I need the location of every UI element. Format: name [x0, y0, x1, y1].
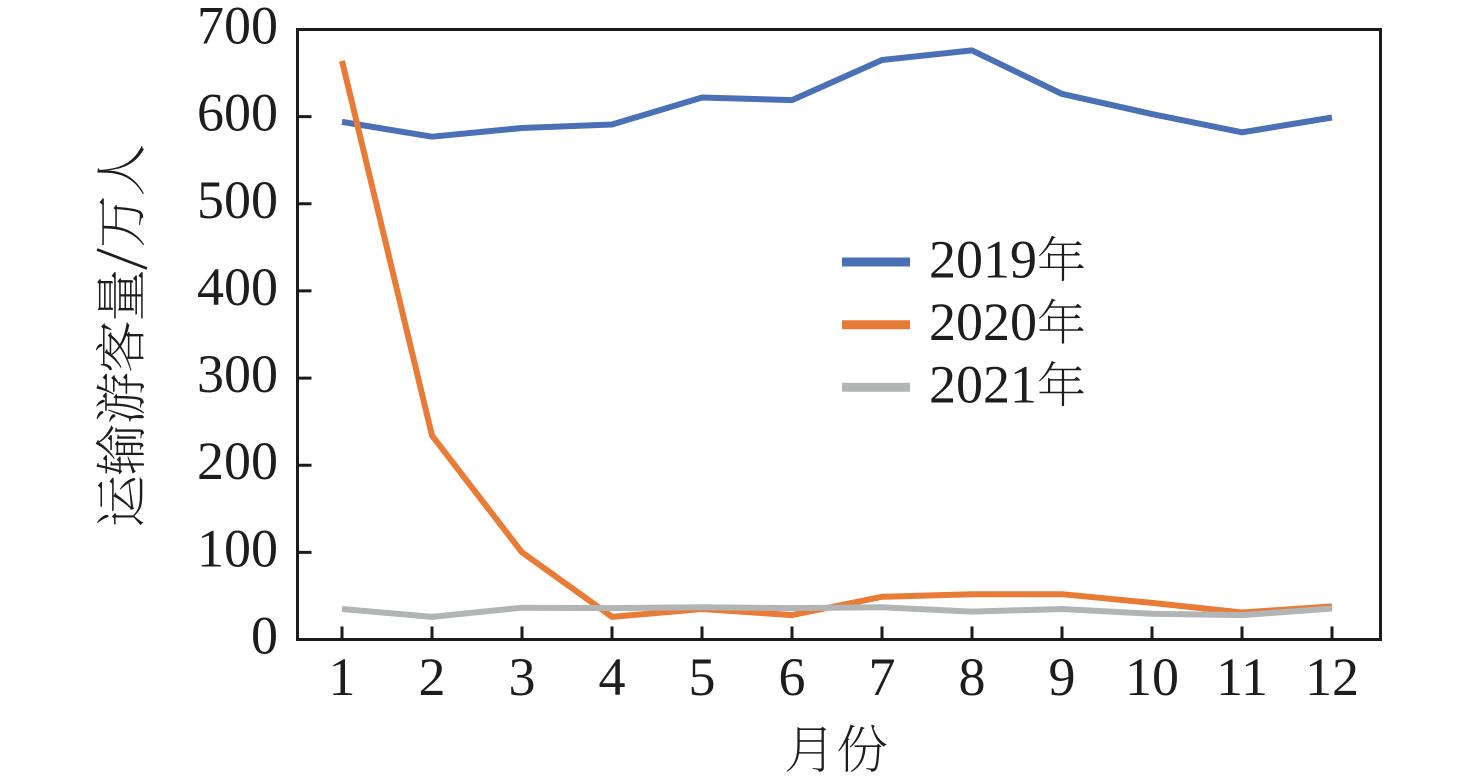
svg-text:400: 400 — [197, 257, 278, 317]
svg-text:300: 300 — [197, 344, 278, 404]
svg-text:1: 1 — [329, 647, 356, 707]
svg-text:0: 0 — [251, 606, 278, 666]
svg-text:3: 3 — [509, 647, 536, 707]
svg-text:2: 2 — [419, 647, 446, 707]
svg-text:8: 8 — [959, 647, 986, 707]
svg-text:100: 100 — [197, 518, 278, 578]
svg-text:2020: 2020 — [929, 292, 1037, 352]
svg-text:4: 4 — [599, 647, 626, 707]
svg-text:600: 600 — [197, 83, 278, 143]
svg-text:11: 11 — [1216, 647, 1268, 707]
svg-text:6: 6 — [779, 647, 806, 707]
svg-text:12: 12 — [1305, 647, 1359, 707]
svg-text:9: 9 — [1049, 647, 1076, 707]
svg-text:700: 700 — [197, 0, 278, 56]
svg-text:7: 7 — [869, 647, 896, 707]
svg-text:5: 5 — [689, 647, 716, 707]
svg-text:2019: 2019 — [929, 230, 1037, 290]
svg-text:2021: 2021 — [929, 355, 1037, 415]
svg-text:10: 10 — [1125, 647, 1179, 707]
svg-text:500: 500 — [197, 170, 278, 230]
svg-text:200: 200 — [197, 431, 278, 491]
